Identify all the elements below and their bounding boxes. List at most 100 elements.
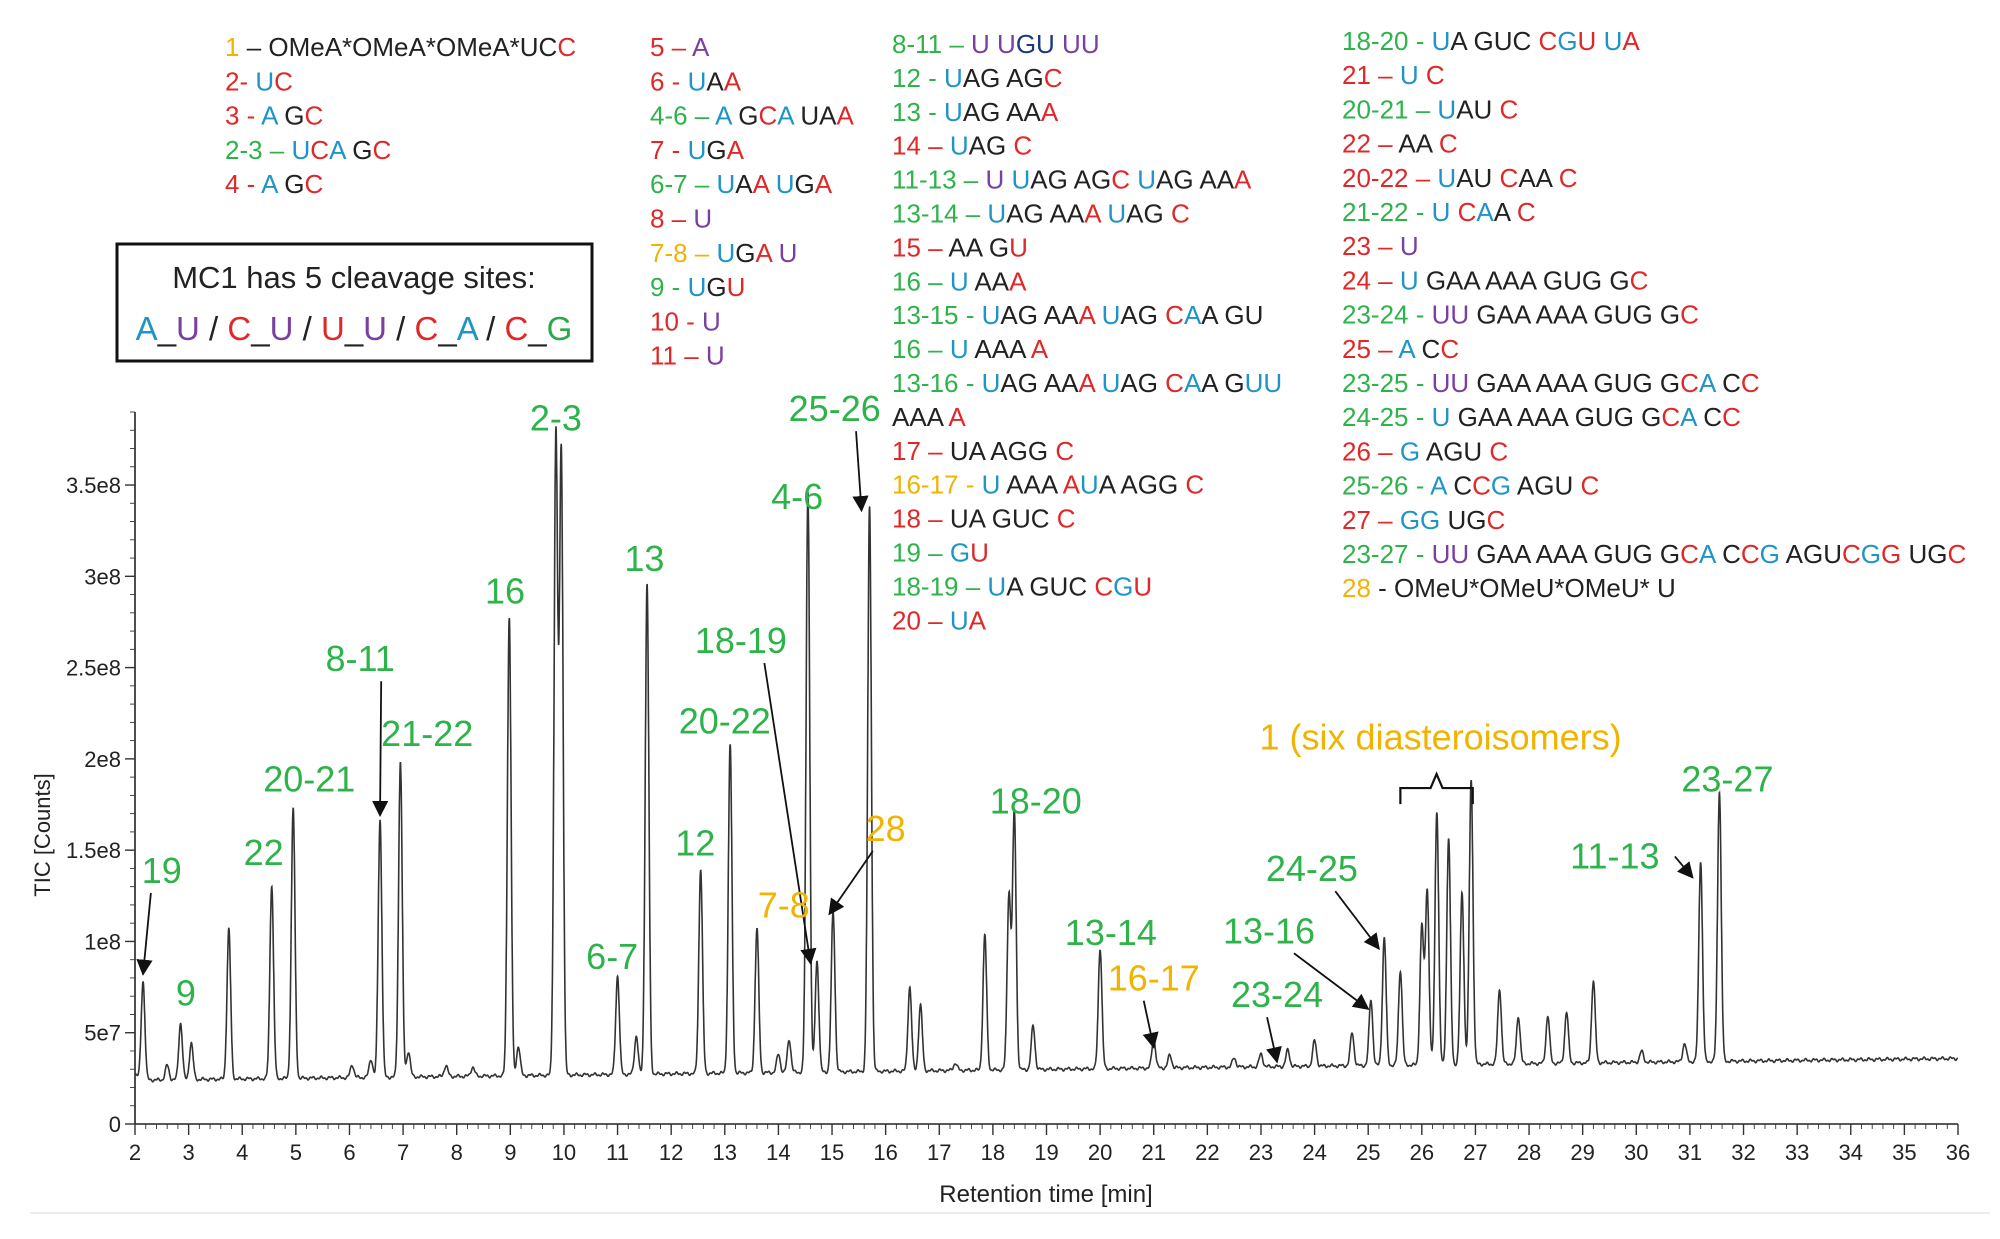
peak-arrow <box>1265 1016 1282 1064</box>
fragment-2-17-seg-2: A <box>969 605 987 635</box>
fragment-line-3-2: 20-21 – UAU C <box>1342 94 1518 124</box>
fragment-3-9-seg-3: C <box>1440 334 1459 364</box>
x-tick-label: 32 <box>1731 1140 1755 1165</box>
chart-axes: 2 3 4 5 6 7 8 9 10 11 12 13 14 15 16 17 18 19 20 21 22 23 24 25… <box>30 411 1990 1214</box>
y-tick-label: 1.5e8 <box>66 838 121 863</box>
x-tick-label: 30 <box>1624 1140 1648 1165</box>
fragment-3-11-seg-0: 24-25 - <box>1342 402 1432 432</box>
fragment-2-4-seg-6 <box>1130 165 1137 195</box>
x-tick-label: 29 <box>1570 1140 1594 1165</box>
x-tick-label: 31 <box>1678 1140 1702 1165</box>
legend-site-3-part-2: A <box>457 310 479 347</box>
fragment-0-3-seg-2: C <box>310 135 329 165</box>
fragment-3-0-seg-2: A GUC <box>1450 26 1538 56</box>
fragment-1-1-seg-0: 6 - <box>650 66 688 96</box>
fragment-3-15-seg-11: G <box>1881 539 1901 569</box>
fragment-1-7-seg-1: U <box>688 272 707 302</box>
fragment-1-6-seg-3: A <box>756 238 774 268</box>
fragment-1-4-seg-1: U <box>717 169 736 199</box>
peak-label: 4-6 <box>771 476 823 517</box>
fragment-2-10-seg-9: A G <box>1201 368 1244 398</box>
fragment-1-3-seg-2: G <box>706 135 726 165</box>
fragment-line-2-4: 11-13 – U UAG AGC UAG AAA <box>892 165 1252 195</box>
fragment-2-5-seg-3: A <box>1084 199 1102 229</box>
diastereoisomer-bracket <box>1399 771 1474 805</box>
fragment-2-16-seg-1: U <box>987 571 1006 601</box>
peak-label: 13-14 <box>1065 912 1157 953</box>
x-tick-label: 24 <box>1302 1140 1326 1165</box>
fragment-2-13-seg-5: A AGG <box>1099 470 1186 500</box>
fragment-line-2-8: 13-15 - UAG AAA UAG CAA GU <box>892 300 1263 330</box>
fragment-2-7-seg-0: 16 – <box>892 266 950 296</box>
fragment-line-2-14: 18 – UA GUC C <box>892 504 1076 534</box>
fragment-2-4-seg-0: 11-13 – <box>892 165 985 195</box>
fragment-line-2-12: 17 – UA AGG C <box>892 436 1074 466</box>
fragment-2-3-seg-1: U <box>950 131 969 161</box>
fragment-2-2-seg-2: AG AA <box>963 97 1042 127</box>
fragment-0-2-seg-2: G <box>277 101 304 131</box>
fragment-2-10-seg-8: A <box>1184 368 1202 398</box>
peak-label: 13-16 <box>1223 910 1315 951</box>
fragment-line-3-5: 21-22 - U CAA C <box>1342 197 1536 227</box>
fragment-3-2-seg-2: AU <box>1456 94 1499 124</box>
fragment-2-15-seg-0: 19 – <box>892 538 950 568</box>
x-tick-label: 10 <box>552 1140 576 1165</box>
fragment-1-7-seg-3: U <box>727 272 746 302</box>
x-tick-label: 17 <box>927 1140 951 1165</box>
legend-site-4-part-1: _ <box>527 310 547 347</box>
fragment-2-7-seg-2: AA <box>969 266 1010 296</box>
x-tick-label: 13 <box>713 1140 737 1165</box>
fragment-line-1-9: 11 – U <box>650 341 725 371</box>
x-tick-label: 12 <box>659 1140 683 1165</box>
fragment-3-0-seg-5: U <box>1578 26 1597 56</box>
y-tick-label: 5e7 <box>84 1021 121 1046</box>
fragment-3-16-seg-0: 28 <box>1342 573 1371 603</box>
peak-arrow <box>1142 1000 1159 1049</box>
peak-arrow <box>852 431 869 513</box>
fragment-2-11-seg-1: A <box>948 402 966 432</box>
fragment-3-15-seg-1: UU <box>1432 539 1470 569</box>
fragment-line-2-13: 16-17 - U AAA AUA AGG C <box>892 470 1204 500</box>
x-tick-label: 26 <box>1410 1140 1434 1165</box>
legend-site-1-part-0: C <box>227 310 251 347</box>
fragment-3-14-seg-1: GG <box>1400 505 1440 535</box>
fragment-3-15-seg-10: G <box>1861 539 1881 569</box>
fragment-line-3-4: 20-22 – UAU CAA C <box>1342 163 1578 193</box>
fragment-2-7-seg-1: U <box>950 266 969 296</box>
fragment-2-13-seg-0: 16-17 - <box>892 470 982 500</box>
fragment-3-15-seg-13: C <box>1948 539 1967 569</box>
fragment-1-4-seg-5: G <box>795 169 815 199</box>
fragment-2-11-seg-0: AAA <box>892 402 948 432</box>
x-tick-label: 4 <box>236 1140 248 1165</box>
fragment-1-2-seg-4: A <box>777 101 795 131</box>
x-tick-label: 11 <box>606 1140 629 1165</box>
fragment-2-12-seg-1: UA AGG <box>950 436 1056 466</box>
fragment-line-3-0: 18-20 - UA GUC CGU UA <box>1342 26 1640 56</box>
fragment-2-4-seg-7: U <box>1137 165 1156 195</box>
peak-arrow <box>372 681 389 818</box>
fragment-2-13-seg-3: A <box>1063 470 1081 500</box>
fragment-3-9-seg-2: C <box>1414 334 1440 364</box>
fragment-3-4-seg-4: AA <box>1518 163 1558 193</box>
peak-arrow <box>1293 952 1370 1010</box>
fragment-2-9-seg-0: 16 – <box>892 334 950 364</box>
y-tick-label: 3e8 <box>84 564 121 589</box>
fragment-line-2-16: 18-19 – UA GUC CGU <box>892 571 1152 601</box>
fragment-0-0-seg-2: C <box>557 32 576 62</box>
fragment-line-1-6: 7-8 – UGA U <box>650 238 797 268</box>
fragment-2-8-seg-1: U <box>982 300 1001 330</box>
fragment-0-3-seg-1: U <box>292 135 311 165</box>
fragment-line-3-15: 23-27 - UU GAA AAA GUG GCA CCG AGUCGG UG… <box>1342 539 1966 569</box>
fragment-2-8-seg-7: C <box>1165 300 1184 330</box>
fragment-3-7-seg-2: GAA AAA GUG G <box>1419 265 1630 295</box>
fragment-0-3-seg-0: 2-3 – <box>225 135 292 165</box>
fragment-1-6-seg-0: 7-8 – <box>650 238 717 268</box>
fragment-2-2-seg-1: U <box>944 97 963 127</box>
legend-separator: / <box>477 310 505 347</box>
peak-label: 23-24 <box>1231 974 1323 1015</box>
x-axis-label: Retention time [min] <box>939 1181 1152 1208</box>
x-tick-label: 19 <box>1034 1140 1058 1165</box>
fragment-1-9-seg-1: U <box>706 341 725 371</box>
fragment-2-14-seg-2: C <box>1057 504 1076 534</box>
